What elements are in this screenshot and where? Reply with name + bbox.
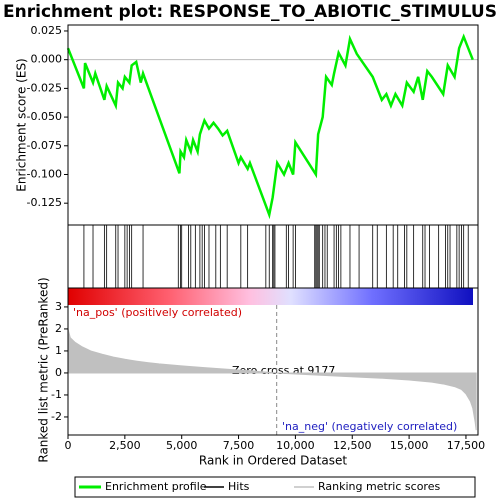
y-tick-label: -0.050	[27, 110, 62, 123]
legend	[74, 476, 476, 498]
annotation: 'na_neg' (negatively correlated)	[282, 420, 457, 433]
x-axis-label: Rank in Ordered Dataset	[199, 454, 347, 468]
y-axis-label: Enrichment score (ES)	[15, 58, 29, 191]
y-tick-label: -0.100	[27, 167, 62, 180]
y-tick-label: 3	[55, 300, 62, 313]
x-tick-label: 10,000	[276, 439, 315, 452]
y-tick-label: -2	[51, 410, 62, 423]
y-tick-label: -0.075	[27, 139, 62, 152]
x-tick-label: 12,500	[333, 439, 372, 452]
annotation: 'na_pos' (positively correlated)	[73, 306, 242, 319]
x-tick-label: 0	[65, 439, 72, 452]
legend-label: Ranking metric scores	[318, 480, 440, 493]
y-tick-label: -0.025	[27, 81, 62, 94]
rank-color-band	[68, 288, 473, 305]
y-tick-label: -1	[51, 388, 62, 401]
y-tick-label: 0.025	[31, 24, 63, 37]
x-tick-label: 17,500	[447, 439, 486, 452]
y-tick-label: 1	[55, 344, 62, 357]
enrichment-line	[66, 33, 474, 220]
x-tick-label: 15,000	[390, 439, 429, 452]
y-axis-label: Ranked list metric (PreRanked)	[37, 277, 51, 462]
metric-area	[67, 328, 477, 431]
x-tick-label: 7,500	[223, 439, 255, 452]
y-tick-label: 0.000	[31, 53, 63, 66]
legend-label: Enrichment profile	[105, 480, 207, 493]
y-tick-label: 2	[55, 322, 62, 335]
legend-label: Hits	[228, 480, 250, 493]
chart-title: Enrichment plot: RESPONSE_TO_ABIOTIC_STI…	[3, 2, 497, 22]
y-tick-label: -0.125	[27, 196, 62, 209]
plot-frame	[67, 287, 479, 436]
x-tick-label: 5,000	[166, 439, 198, 452]
x-tick-label: 2,500	[109, 439, 141, 452]
y-tick-label: 0	[55, 366, 62, 379]
